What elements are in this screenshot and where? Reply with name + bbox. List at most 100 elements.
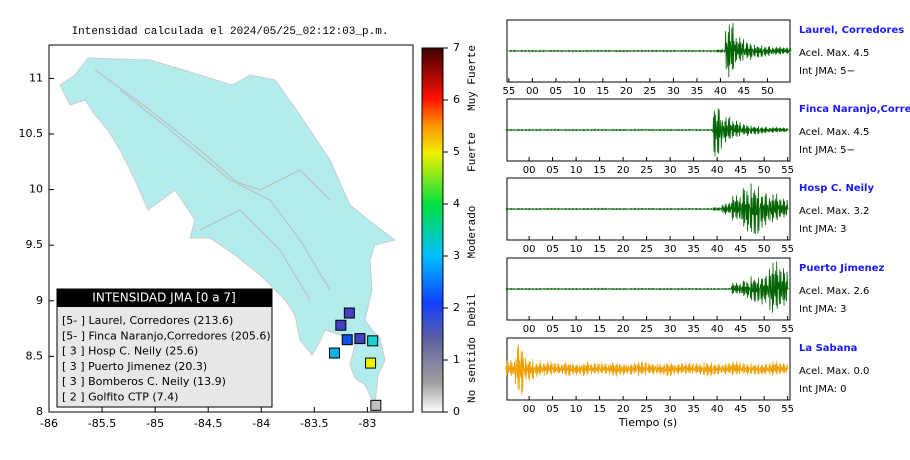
trace-segment: [627, 207, 638, 211]
trace-segment: [565, 49, 575, 53]
trace-segment: [561, 361, 572, 377]
trace-segment: [589, 128, 600, 132]
trace-segment: [524, 128, 535, 132]
trace-segment: [721, 287, 732, 291]
colorbar-class: Debil: [467, 293, 479, 326]
trace-segment: [715, 48, 726, 54]
x-tick-label: -83.5: [300, 417, 328, 430]
trace-segment: [771, 46, 782, 56]
x-tick-label: 25: [640, 404, 653, 415]
trace-segment: [514, 287, 525, 291]
x-tick-label: 55: [781, 165, 794, 176]
trace-segment: [759, 275, 770, 305]
colorbar-class: Fuerte: [467, 132, 479, 172]
y-tick-label: 10.5: [19, 127, 44, 140]
trace-segment: [561, 287, 572, 291]
trace-segment: [636, 128, 647, 132]
x-tick-label: 45: [734, 165, 747, 176]
station-name: Laurel, Corredores: [799, 25, 904, 36]
x-tick-label: 00: [523, 244, 536, 255]
x-tick-label: 35: [687, 244, 700, 255]
trace-segment: [608, 128, 619, 132]
x-tick-label: 30: [664, 165, 677, 176]
trace-segment: [677, 49, 688, 53]
trace-segment: [608, 207, 619, 211]
trace-segment: [655, 363, 666, 376]
y-tick-label: 8: [36, 405, 43, 418]
x-tick-label: 10: [570, 404, 583, 415]
x-tick-label: -84: [252, 417, 270, 430]
x-tick-label: 15: [593, 324, 606, 335]
trace-segment: [561, 128, 572, 132]
x-tick-label: 20: [617, 404, 630, 415]
trace-segment: [646, 362, 657, 375]
trace-segment: [777, 268, 788, 306]
trace-segment: [683, 287, 694, 291]
trace-segment: [618, 364, 629, 376]
x-tick-label: 25: [640, 165, 653, 176]
trace-segment: [712, 287, 723, 291]
trace-segment: [537, 49, 547, 53]
trace-segment: [693, 128, 704, 132]
trace-segment: [571, 363, 582, 376]
trace-segment: [580, 361, 591, 377]
x-tick-label: 15: [597, 86, 610, 97]
x-tick-label: 25: [640, 324, 653, 335]
x-tick-label: 55: [781, 404, 794, 415]
x-tick-label: 50: [758, 404, 771, 415]
x-tick-label: 50: [761, 86, 774, 97]
trace-segment: [524, 287, 535, 291]
trace-segment: [665, 128, 676, 132]
x-tick-label: -85: [146, 417, 164, 430]
trace-segment: [618, 207, 629, 211]
y-tick-label: 11: [29, 71, 43, 84]
x-tick-label: 50: [758, 244, 771, 255]
acel-label: Acel. Max. 0.0: [799, 366, 869, 377]
x-tick-label: 30: [664, 404, 677, 415]
trace-segment: [730, 282, 741, 295]
legend-entry: [ 3 ] Puerto Jimenez (20.3): [62, 360, 207, 373]
station-name: Puerto Jimenez: [799, 263, 885, 274]
trace-segment: [740, 280, 751, 298]
trace-segment: [514, 344, 525, 395]
x-tick-label: 55: [781, 244, 794, 255]
x-tick-label: 35: [687, 165, 700, 176]
trace-segment: [542, 207, 553, 211]
trace-segment: [777, 198, 788, 218]
x-tick-label: 00: [526, 86, 539, 97]
trace-segment: [505, 360, 516, 377]
trace-segment: [636, 361, 647, 377]
trace-segment: [508, 49, 519, 53]
trace-segment: [571, 207, 582, 211]
int-label: Int JMA: 0: [799, 384, 847, 395]
trace-segment: [608, 287, 619, 291]
station: [354, 333, 366, 345]
int-label: Int JMA: 5−: [799, 66, 855, 77]
x-axis-label: Tiempo (s): [618, 416, 677, 429]
legend-entry: [ 3 ] Bomberos C. Neily (13.9): [62, 375, 226, 388]
x-tick-label: 10: [570, 165, 583, 176]
y-tick-label: 9: [36, 294, 43, 307]
station-name: La Sabana: [799, 343, 857, 354]
trace-segment: [674, 287, 685, 291]
x-tick-label: 35: [691, 86, 704, 97]
trace-segment: [618, 128, 629, 132]
trace-segment: [706, 49, 716, 53]
trace-segment: [546, 49, 557, 53]
trace-segment: [768, 261, 779, 313]
trace-segment: [730, 195, 741, 221]
trace-segment: [665, 287, 676, 291]
trace-segment: [743, 42, 754, 60]
trace-segment: [696, 49, 707, 53]
trace-segment: [674, 207, 685, 211]
trace-segment: [608, 362, 619, 377]
trace-segment: [683, 362, 694, 375]
x-tick-label: -86: [40, 417, 58, 430]
trace-segment: [777, 127, 788, 133]
trace-segment: [627, 128, 638, 132]
station: [341, 334, 353, 346]
trace-segment: [768, 193, 779, 223]
trace-segment: [749, 363, 760, 375]
x-tick-label: 05: [546, 404, 559, 415]
acel-label: Acel. Max. 4.5: [799, 48, 869, 59]
